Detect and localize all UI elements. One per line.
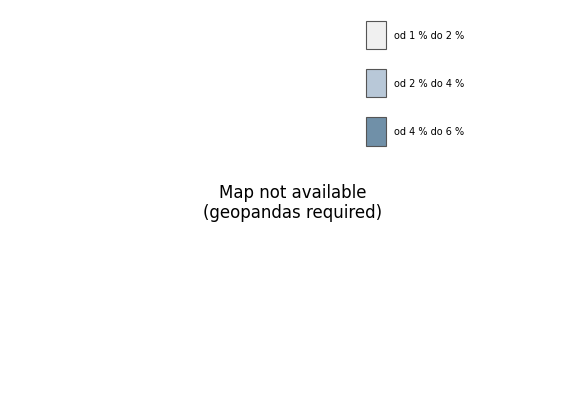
Bar <box>366 70 386 98</box>
Text: od 4 % do 6 %: od 4 % do 6 % <box>394 127 464 137</box>
Bar <box>366 21 386 50</box>
Text: od 2 % do 4 %: od 2 % do 4 % <box>394 79 464 89</box>
Text: od 1 % do 2 %: od 1 % do 2 % <box>394 31 464 40</box>
Bar <box>366 118 386 146</box>
Text: Map not available
(geopandas required): Map not available (geopandas required) <box>203 183 383 222</box>
